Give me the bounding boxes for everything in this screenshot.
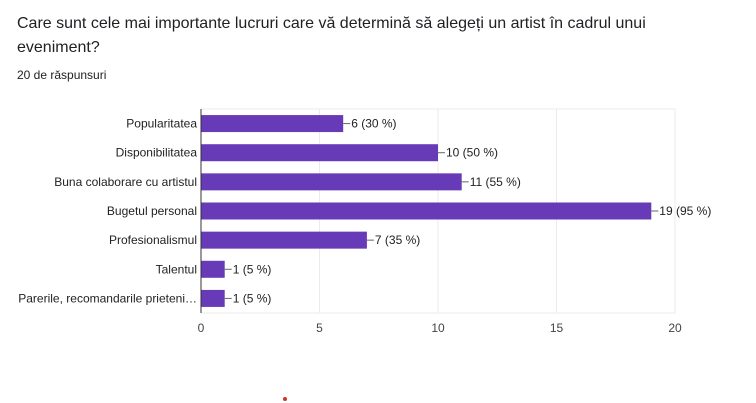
bar[interactable] <box>201 144 438 162</box>
category-label: Parerile, recomandarile prieteni… <box>18 291 197 305</box>
chart-category-labels: Popularitatea Disponibilitatea Buna colabo… <box>18 117 197 306</box>
category-label: Bugetul personal <box>107 204 197 218</box>
category-label: Buna colaborare cu artistul <box>54 175 197 189</box>
data-label: 11 (55 %) <box>470 175 521 189</box>
data-label: 10 (50 %) <box>446 146 498 160</box>
x-tick-label: 20 <box>668 321 682 335</box>
response-count: 20 de răspunsuri <box>17 68 107 82</box>
bar[interactable] <box>201 115 344 133</box>
chart-x-ticks: 0 5 10 15 20 <box>198 321 682 335</box>
x-tick-label: 10 <box>431 321 445 335</box>
category-label: Popularitatea <box>126 117 197 131</box>
bar[interactable] <box>201 231 367 249</box>
data-label: 19 (95 %) <box>659 204 711 218</box>
data-label: 7 (35 %) <box>375 233 420 247</box>
category-label: Profesionalismul <box>109 233 197 247</box>
chart-label-connectors <box>224 123 659 299</box>
category-label: Disponibilitatea <box>116 146 198 160</box>
data-label: 6 (30 %) <box>351 117 396 131</box>
bar[interactable] <box>201 202 652 220</box>
red-dot-marker <box>283 397 287 401</box>
bar[interactable] <box>201 260 225 278</box>
bar[interactable] <box>201 289 225 307</box>
category-label: Talentul <box>156 262 197 276</box>
x-tick-label: 0 <box>198 321 205 335</box>
bar[interactable] <box>201 173 462 191</box>
x-tick-label: 5 <box>316 321 323 335</box>
chart-bars <box>201 115 652 307</box>
data-label: 1 (5 %) <box>233 262 272 276</box>
question-title: Care sunt cele mai importante lucruri ca… <box>17 15 646 56</box>
chart-data-labels: 6 (30 %) 10 (50 %) 11 (55 %) 19 (95 %) 7 (35… <box>233 117 712 306</box>
data-label: 1 (5 %) <box>233 291 272 305</box>
x-tick-label: 15 <box>550 321 564 335</box>
